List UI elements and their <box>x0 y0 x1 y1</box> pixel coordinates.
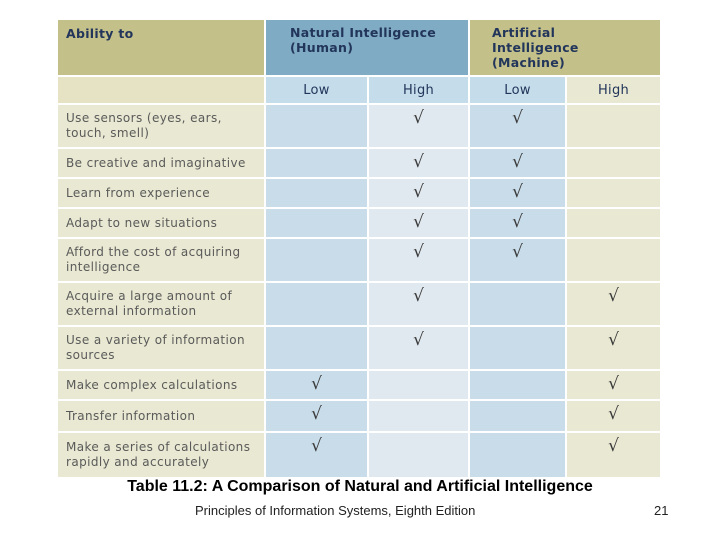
header-artificial-title: Artificial Intelligence <box>492 25 579 55</box>
row-label: Make a series of calculations rapidly an… <box>56 431 266 479</box>
row-label: Transfer information <box>56 399 266 433</box>
comparison-table: Ability to Natural Intelligence (Human) … <box>56 18 663 479</box>
row-label: Afford the cost of acquiring intelligenc… <box>56 237 266 283</box>
cell-artificial-low: √ <box>468 177 568 209</box>
cell-artificial-low: √ <box>468 103 568 149</box>
cell-natural-high: √ <box>366 103 471 149</box>
cell-artificial-high: √ <box>565 281 663 327</box>
row-label: Use sensors (eyes, ears, touch, smell) <box>56 103 266 149</box>
row-label: Learn from experience <box>56 177 266 209</box>
table-row: Use sensors (eyes, ears, touch, smell) √ √ <box>56 103 663 149</box>
cell-artificial-low: √ <box>468 147 568 179</box>
cell-natural-low <box>264 103 369 149</box>
cell-natural-high: √ <box>366 325 471 371</box>
cell-natural-high <box>366 369 471 401</box>
table-row: Acquire a large amount of external infor… <box>56 281 663 327</box>
cell-natural-low <box>264 207 369 239</box>
cell-artificial-low: √ <box>468 237 568 283</box>
cell-artificial-low: √ <box>468 207 568 239</box>
subheader-blank <box>56 75 266 105</box>
cell-artificial-low <box>468 325 568 371</box>
cell-natural-high: √ <box>366 281 471 327</box>
table-body: Use sensors (eyes, ears, touch, smell) √ √… <box>56 103 663 479</box>
subheader-natural-high: High <box>366 75 471 105</box>
cell-natural-low: √ <box>264 431 369 479</box>
cell-natural-high: √ <box>366 177 471 209</box>
comparison-table-container: Ability to Natural Intelligence (Human) … <box>56 18 663 479</box>
header-natural-intelligence: Natural Intelligence (Human) <box>263 18 471 77</box>
table-row: Afford the cost of acquiring intelligenc… <box>56 237 663 283</box>
subheader-natural-low: Low <box>264 75 369 105</box>
table-header-row: Ability to Natural Intelligence (Human) … <box>56 18 663 77</box>
table-row: Adapt to new situations √ √ <box>56 207 663 239</box>
cell-natural-low <box>264 281 369 327</box>
page-number: 21 <box>654 503 669 518</box>
table-caption: Table 11.2: A Comparison of Natural and … <box>127 478 593 495</box>
header-natural-subtitle: (Human) <box>290 40 354 55</box>
cell-natural-high: √ <box>366 237 471 283</box>
table-row: Use a variety of information sources √ √ <box>56 325 663 371</box>
footer-source: Principles of Information Systems, Eight… <box>195 503 476 518</box>
table-row: Learn from experience √ √ <box>56 177 663 209</box>
cell-artificial-high <box>565 237 663 283</box>
cell-natural-high <box>366 399 471 433</box>
cell-artificial-low <box>468 399 568 433</box>
cell-natural-low: √ <box>264 369 369 401</box>
cell-artificial-low <box>468 431 568 479</box>
row-label: Make complex calculations <box>56 369 266 401</box>
cell-natural-high: √ <box>366 207 471 239</box>
cell-artificial-low <box>468 281 568 327</box>
cell-artificial-high: √ <box>565 431 663 479</box>
cell-natural-low: √ <box>264 399 369 433</box>
row-label: Be creative and imaginative <box>56 147 266 179</box>
table-row: Make complex calculations √ √ <box>56 369 663 401</box>
cell-artificial-high: √ <box>565 399 663 433</box>
cell-natural-high <box>366 431 471 479</box>
row-label: Acquire a large amount of external infor… <box>56 281 266 327</box>
header-artificial-subtitle: (Machine) <box>492 55 565 70</box>
subheader-artificial-low: Low <box>468 75 568 105</box>
row-label: Adapt to new situations <box>56 207 266 239</box>
header-natural-title: Natural Intelligence <box>290 25 437 40</box>
cell-artificial-high <box>565 103 663 149</box>
cell-natural-low <box>264 237 369 283</box>
cell-artificial-high: √ <box>565 369 663 401</box>
row-label: Use a variety of information sources <box>56 325 266 371</box>
cell-artificial-high <box>565 207 663 239</box>
cell-artificial-high <box>565 177 663 209</box>
header-ability: Ability to <box>56 18 266 77</box>
table-row: Transfer information √ √ <box>56 399 663 433</box>
subheader-artificial-high: High <box>565 75 663 105</box>
header-artificial-intelligence: Artificial Intelligence (Machine) <box>468 18 663 77</box>
cell-natural-low <box>264 147 369 179</box>
cell-artificial-low <box>468 369 568 401</box>
cell-natural-low <box>264 177 369 209</box>
cell-natural-low <box>264 325 369 371</box>
cell-natural-high: √ <box>366 147 471 179</box>
table-subheader-row: Low High Low High <box>56 75 663 105</box>
cell-artificial-high: √ <box>565 325 663 371</box>
cell-artificial-high <box>565 147 663 179</box>
table-row: Make a series of calculations rapidly an… <box>56 431 663 479</box>
table-row: Be creative and imaginative √ √ <box>56 147 663 179</box>
